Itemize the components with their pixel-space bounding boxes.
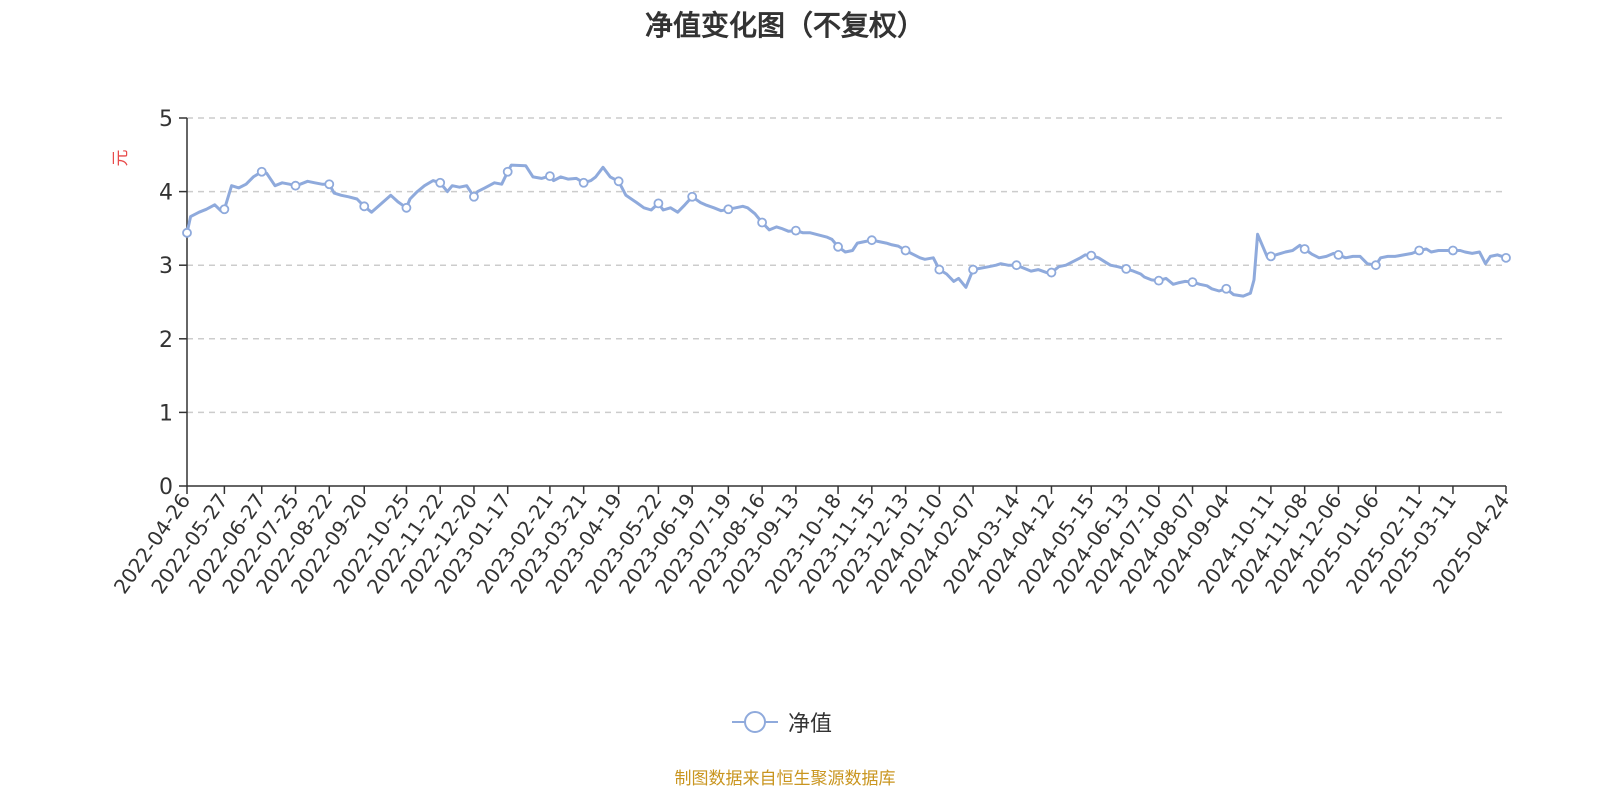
y-tick-label: 2	[159, 328, 173, 353]
data-point-marker[interactable]	[359, 201, 370, 212]
series-line	[185, 163, 1507, 298]
data-point-marker[interactable]	[1501, 252, 1511, 263]
legend[interactable]: 净值	[730, 704, 832, 740]
data-point-marker[interactable]	[1153, 275, 1164, 286]
data-point-marker[interactable]	[1187, 277, 1198, 288]
axes: 012345元2022-04-262022-05-272022-06-27202…	[109, 107, 1514, 598]
data-point-marker[interactable]	[578, 177, 589, 188]
data-point-marker[interactable]	[1448, 245, 1458, 256]
y-tick-label: 3	[159, 254, 173, 279]
data-point-marker[interactable]	[290, 180, 301, 191]
y-tick-label: 5	[159, 107, 173, 132]
data-point-marker[interactable]	[1370, 260, 1381, 271]
data-point-marker[interactable]	[324, 179, 335, 190]
data-point-marker[interactable]	[1414, 245, 1425, 256]
series-net-value	[182, 163, 1511, 298]
data-point-marker[interactable]	[1333, 249, 1344, 260]
data-point-marker[interactable]	[687, 191, 698, 202]
data-point-marker[interactable]	[1011, 260, 1022, 271]
data-point-marker[interactable]	[934, 264, 945, 275]
data-point-marker[interactable]	[182, 227, 192, 238]
data-point-marker[interactable]	[723, 204, 734, 215]
data-point-marker[interactable]	[790, 225, 801, 236]
data-point-marker[interactable]	[613, 176, 624, 187]
data-point-marker[interactable]	[900, 245, 911, 256]
data-point-marker[interactable]	[968, 264, 978, 275]
data-source-note: 制图数据来自恒生聚源数据库	[674, 769, 896, 789]
data-point-marker[interactable]	[833, 241, 843, 252]
chart-title: 净值变化图（不复权）	[644, 9, 925, 42]
legend-line-circle-icon	[732, 711, 778, 733]
data-point-marker[interactable]	[1299, 244, 1310, 254]
y-tick-label: 0	[159, 475, 173, 500]
data-point-marker[interactable]	[653, 198, 664, 209]
data-point-marker[interactable]	[469, 191, 479, 202]
grid-lines	[187, 117, 1506, 414]
data-point-marker[interactable]	[401, 202, 412, 213]
data-point-marker[interactable]	[502, 166, 513, 177]
data-point-marker[interactable]	[545, 171, 555, 182]
data-point-marker[interactable]	[1046, 267, 1057, 278]
legend-label: 净值	[788, 712, 833, 737]
y-tick-label: 1	[159, 401, 173, 426]
data-point-marker[interactable]	[256, 166, 267, 177]
data-point-marker[interactable]	[435, 177, 446, 188]
data-point-marker[interactable]	[219, 204, 230, 215]
data-point-marker[interactable]	[1265, 251, 1276, 262]
line-chart: 012345元2022-04-262022-05-272022-06-27202…	[109, 107, 1514, 598]
data-point-marker[interactable]	[1221, 283, 1232, 294]
y-axis-unit-label: 元	[111, 150, 131, 167]
data-point-marker[interactable]	[1086, 250, 1097, 261]
data-point-marker[interactable]	[1121, 263, 1132, 274]
data-point-marker[interactable]	[757, 217, 768, 228]
data-point-marker[interactable]	[866, 235, 877, 246]
y-tick-label: 4	[159, 181, 173, 206]
